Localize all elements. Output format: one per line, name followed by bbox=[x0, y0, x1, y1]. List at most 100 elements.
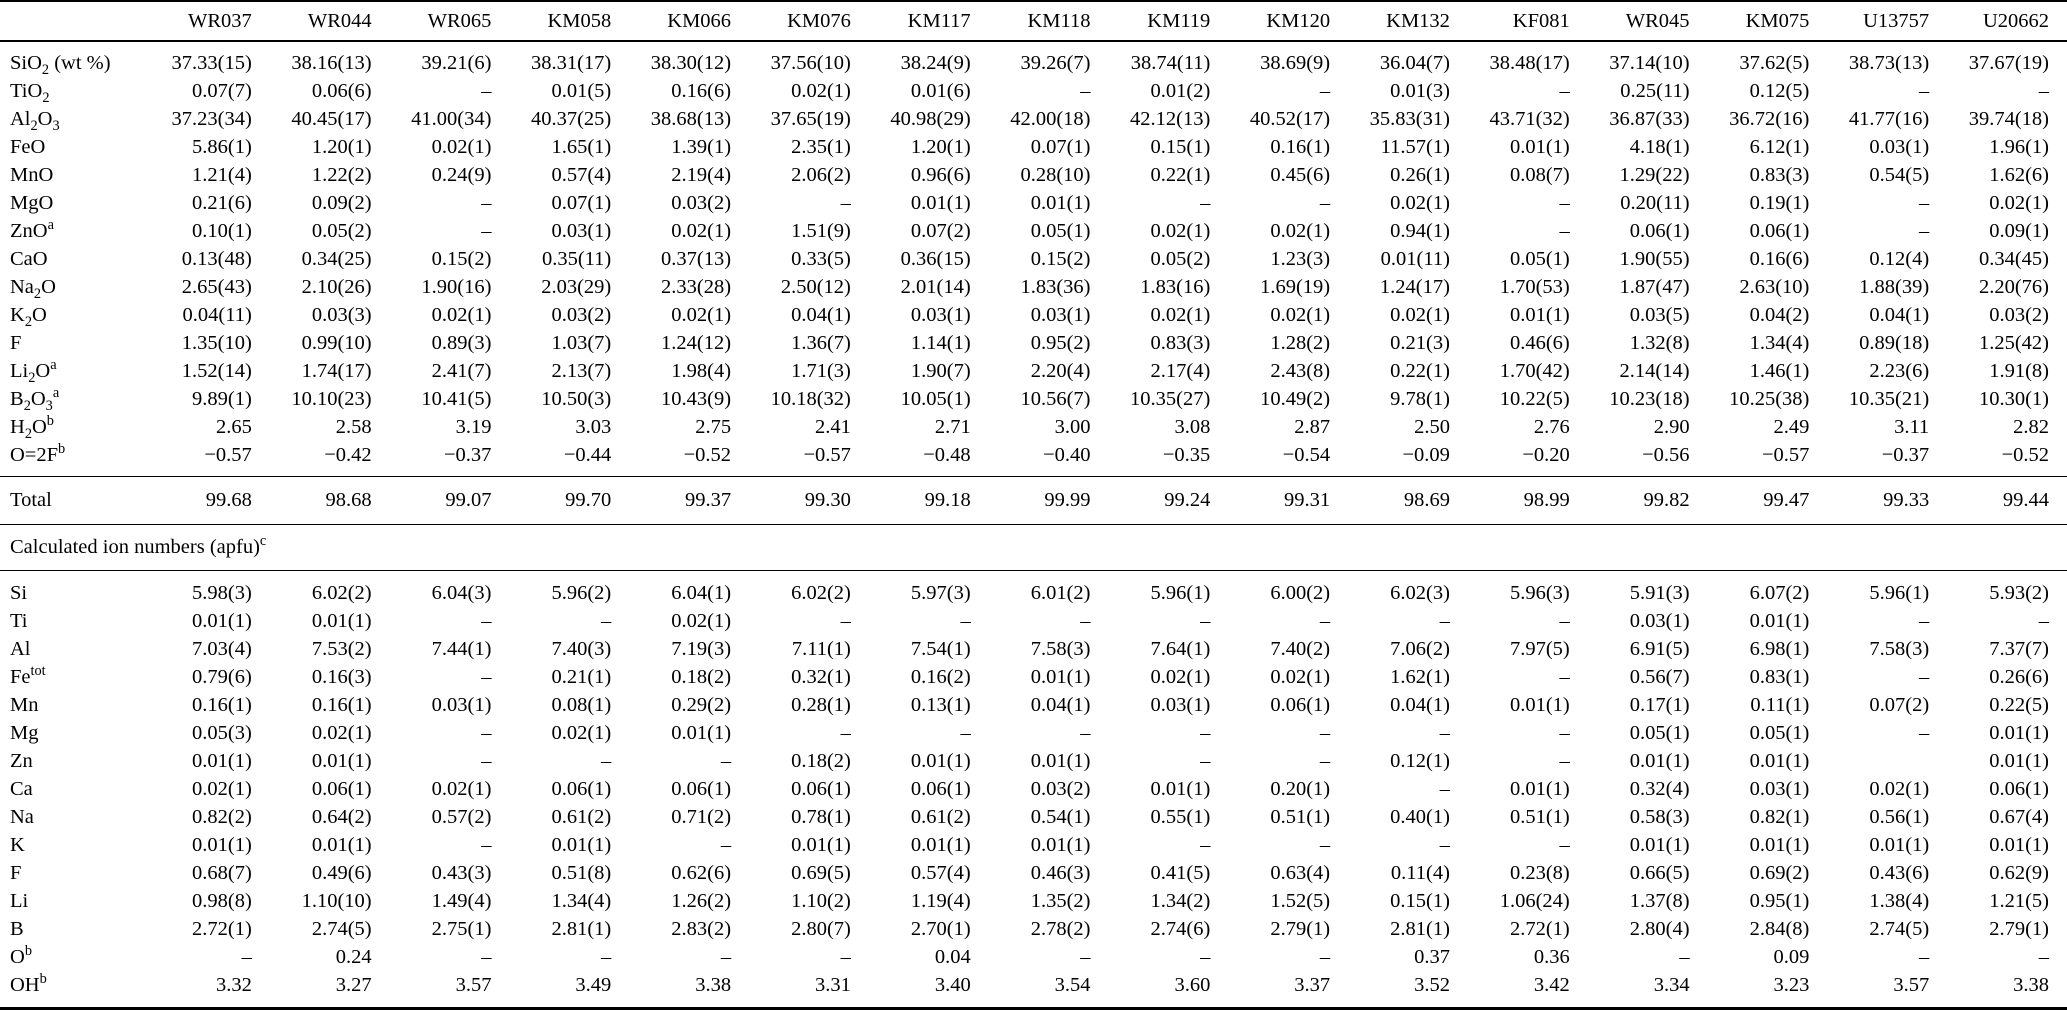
row-label: Ti bbox=[10, 610, 28, 632]
row-label: H2Ob bbox=[10, 413, 54, 443]
table-cell: – bbox=[1319, 610, 1331, 632]
table-row: SiO2 (wt %) 37.33(15) 38.16(13) 39.21(6) 38.… bbox=[0, 41, 2067, 77]
table-cell: 0.21(6) bbox=[192, 192, 252, 214]
table-cell: 10.35(21) bbox=[1848, 388, 1930, 410]
table-cell: 1.83(36) bbox=[1020, 276, 1091, 298]
table-cell: 1.71(3) bbox=[791, 360, 851, 382]
table-cell: – bbox=[601, 946, 612, 968]
column-header: KM119 bbox=[1108, 1, 1229, 42]
table-cell: 3.31 bbox=[815, 974, 851, 996]
table-cell: 0.07(1) bbox=[551, 192, 612, 214]
table-cell: 0.02(1) bbox=[1390, 192, 1450, 214]
table-row: FeO 5.86(1) 1.20(1) 0.02(1) 1.65(1) 1.39(1) 2.… bbox=[0, 133, 2067, 161]
table-cell: – bbox=[960, 610, 971, 632]
table-cell: 0.02(1) bbox=[1869, 778, 1930, 800]
table-cell: 0.06(1) bbox=[1989, 778, 2049, 800]
table-cell: 0.83(3) bbox=[1749, 164, 1810, 186]
table-cell: 5.86(1) bbox=[192, 136, 252, 158]
table-cell: 0.02(1) bbox=[1989, 192, 2049, 214]
table-cell: 98.99 bbox=[1467, 476, 1588, 525]
table-cell: – bbox=[1559, 220, 1570, 242]
table-cell: 1.10(10) bbox=[301, 890, 372, 912]
table-cell: 0.01(1) bbox=[1150, 778, 1211, 800]
table-cell: 0.19(1) bbox=[1749, 192, 1810, 214]
table-cell: 0.49(6) bbox=[311, 862, 372, 884]
table-cell: 2.13(7) bbox=[551, 360, 612, 382]
table-cell: 2.33(28) bbox=[661, 276, 732, 298]
table-cell: 0.01(1) bbox=[311, 750, 372, 772]
table-cell: 10.05(1) bbox=[900, 388, 971, 410]
column-header: KM132 bbox=[1348, 1, 1468, 42]
oxide-section: SiO2 (wt %) 37.33(15) 38.16(13) 39.21(6) 38.… bbox=[0, 41, 2067, 477]
table-cell: 1.37(8) bbox=[1629, 890, 1690, 912]
table-cell: 0.51(8) bbox=[551, 862, 612, 884]
table-cell: 99.07 bbox=[389, 476, 510, 525]
table-cell: 0.04(1) bbox=[1390, 694, 1450, 716]
table-cell: 0.79(6) bbox=[192, 666, 252, 688]
table-cell: 1.24(12) bbox=[661, 332, 732, 354]
table-cell: −0.52 bbox=[1947, 441, 2067, 477]
table-row: B2O3a 9.89(1) 10.10(23) 10.41(5) 10.50(3) 10.… bbox=[0, 385, 2067, 413]
table-cell: 0.89(3) bbox=[431, 332, 492, 354]
table-cell: 99.30 bbox=[749, 476, 869, 525]
table-cell: 0.58(3) bbox=[1629, 806, 1690, 828]
table-cell: 0.24 bbox=[335, 946, 372, 968]
table-cell: – bbox=[1080, 610, 1091, 632]
table-cell: 0.11(4) bbox=[1390, 862, 1450, 884]
table-row: Fetot 0.79(6) 0.16(3) – 0.21(1) 0.18(2) 0.32(1… bbox=[0, 663, 2067, 691]
table-cell: – bbox=[1080, 722, 1091, 744]
table-cell: 2.82 bbox=[2013, 416, 2049, 438]
table-cell: 2.80(4) bbox=[1629, 918, 1690, 940]
row-label: Mg bbox=[10, 722, 39, 744]
table-cell: 0.01(1) bbox=[1749, 610, 1810, 632]
section-header-row: Calculated ion numbers (apfu)c bbox=[0, 524, 2067, 571]
header-row: WR037 WR044 WR065 KM058 KM066 KM076 KM117 KM118… bbox=[0, 1, 2067, 42]
table-cell: 0.04(1) bbox=[1030, 694, 1091, 716]
table-cell: 6.98(1) bbox=[1749, 638, 1810, 660]
column-header: KF081 bbox=[1467, 1, 1588, 42]
row-label: O=2Fb bbox=[0, 441, 150, 477]
table-cell: 1.49(4) bbox=[431, 890, 492, 912]
table-cell: 6.12(1) bbox=[1749, 136, 1810, 158]
table-cell: 1.91(8) bbox=[1989, 360, 2049, 382]
table-row: MnO 1.21(4) 1.22(2) 0.24(9) 0.57(4) 2.19(4) 2.… bbox=[0, 161, 2067, 189]
table-cell: 7.40(2) bbox=[1270, 638, 1331, 660]
table-cell: 0.32(1) bbox=[791, 666, 851, 688]
table-cell: 43.71(32) bbox=[1489, 108, 1570, 130]
table-cell: 2.81(1) bbox=[1390, 918, 1450, 940]
table-cell: 10.10(23) bbox=[291, 388, 372, 410]
table-cell: 0.32(4) bbox=[1629, 778, 1690, 800]
column-header: WR065 bbox=[389, 1, 510, 42]
table-cell: 39.26(7) bbox=[1020, 52, 1091, 74]
table-cell: −0.20 bbox=[1467, 441, 1588, 477]
table-cell: 0.82(1) bbox=[1749, 806, 1810, 828]
table-cell: 7.97(5) bbox=[1509, 638, 1570, 660]
column-header: KM118 bbox=[988, 1, 1109, 42]
table-cell: 0.02(1) bbox=[311, 722, 372, 744]
table-cell: 0.45(6) bbox=[1270, 164, 1331, 186]
table-cell: – bbox=[1918, 666, 1930, 688]
table-cell: 0.12(1) bbox=[1390, 750, 1450, 772]
table-cell: 1.70(42) bbox=[1499, 360, 1570, 382]
table-cell: 6.02(2) bbox=[791, 582, 851, 604]
row-label: Total bbox=[0, 476, 150, 525]
table-cell: 1.21(4) bbox=[192, 164, 252, 186]
table-cell: 0.02(1) bbox=[431, 304, 492, 326]
table-cell: – bbox=[1080, 80, 1091, 102]
row-label: Ca bbox=[10, 778, 33, 800]
table-cell: 38.69(9) bbox=[1260, 52, 1331, 74]
table-cell: 37.14(10) bbox=[1609, 52, 1690, 74]
table-cell: 0.54(1) bbox=[1030, 806, 1091, 828]
table-cell: 1.28(2) bbox=[1270, 332, 1331, 354]
table-cell: 0.40(1) bbox=[1390, 806, 1450, 828]
table-cell: – bbox=[720, 750, 732, 772]
table-cell: −0.48 bbox=[868, 441, 989, 477]
table-cell: 3.54 bbox=[1054, 974, 1091, 996]
table-cell: 1.70(53) bbox=[1499, 276, 1570, 298]
table-cell: 0.01(1) bbox=[1509, 136, 1570, 158]
table-row: B 2.72(1) 2.74(5) 2.75(1) 2.81(1) 2.83(2) 2.80… bbox=[0, 915, 2067, 943]
table-cell: 10.22(5) bbox=[1499, 388, 1570, 410]
table-cell: 1.83(16) bbox=[1140, 276, 1211, 298]
table-cell: 0.56(7) bbox=[1629, 666, 1690, 688]
